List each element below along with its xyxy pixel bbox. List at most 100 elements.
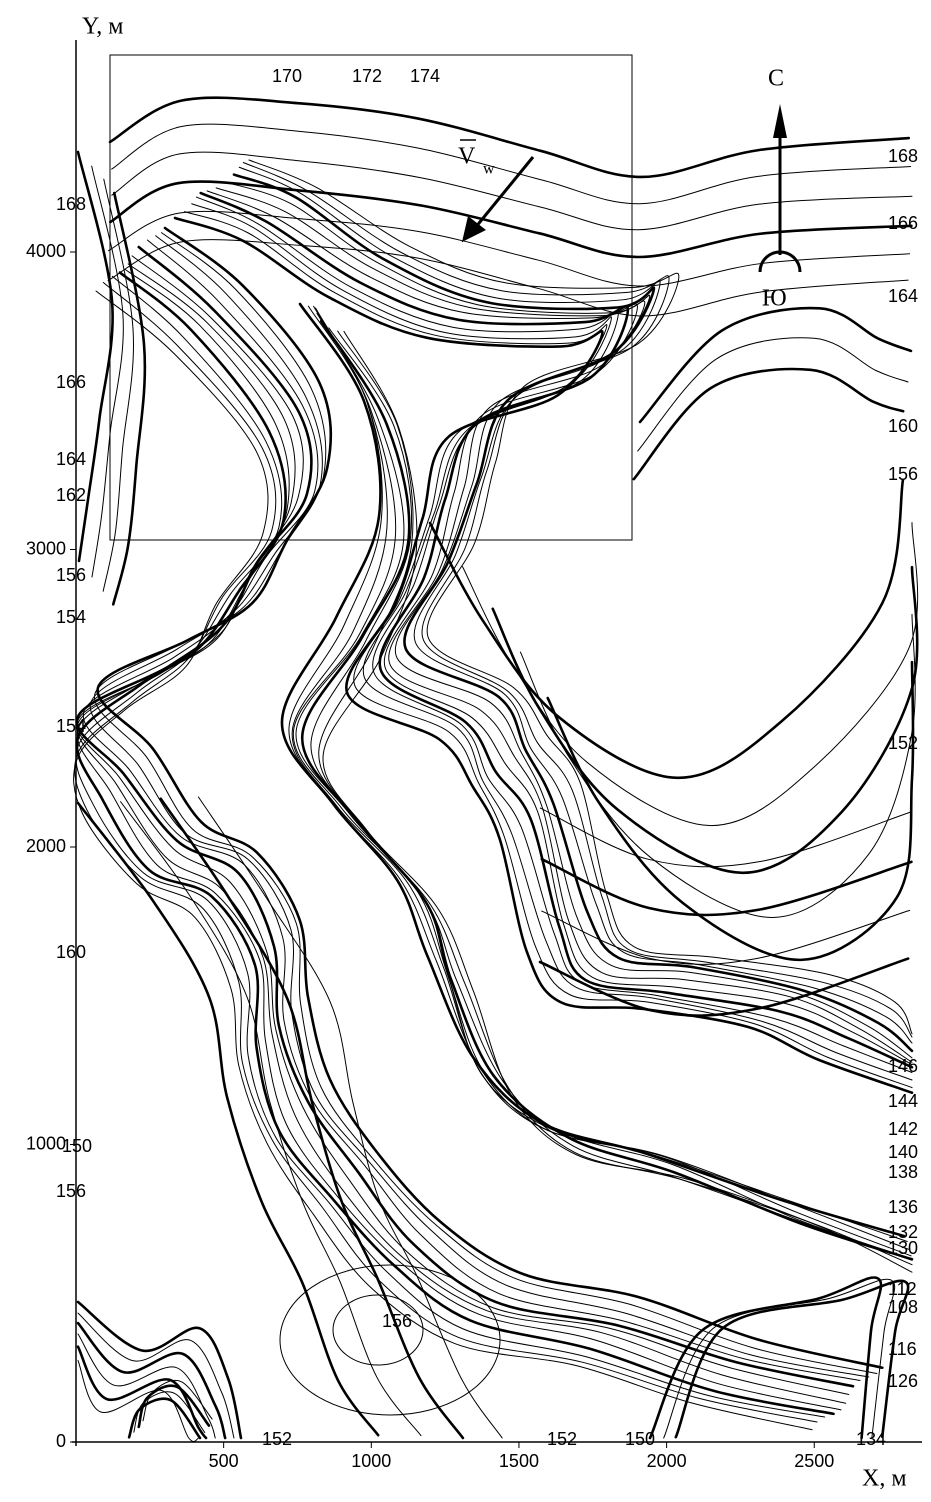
contour-line: [77, 1333, 216, 1439]
contour-line: [76, 1345, 208, 1440]
compass: С Ю: [758, 66, 802, 312]
contour-line: [206, 190, 913, 1066]
contour-line: [75, 275, 826, 1418]
contour-line: [462, 522, 919, 827]
x-axis-label: X, м: [862, 1466, 907, 1492]
contour-label: 152: [262, 1429, 292, 1449]
contour-line: [75, 245, 855, 1388]
contour-line: [637, 337, 909, 452]
contour-line: [648, 1276, 883, 1440]
contour-line: [288, 305, 908, 1242]
contour-line: [322, 330, 913, 1273]
contour-line: [232, 173, 914, 1053]
compass-north: С: [768, 66, 784, 92]
contour-label: 132: [888, 1222, 918, 1242]
contour-line: [279, 1264, 501, 1416]
contour-line: [293, 307, 912, 1257]
y-axis-label: Y, м: [82, 14, 123, 40]
contour-line: [318, 330, 913, 1266]
y-tick-label: 1000: [26, 1133, 66, 1153]
wind-subscript: w: [483, 161, 495, 178]
contour-labels: 170 172 174 168 166 164 160 156 152 146 …: [56, 66, 918, 1449]
contour-line: [291, 305, 909, 1250]
contour-line: [127, 1397, 202, 1440]
contour-line: [111, 123, 912, 205]
contour-label: 138: [888, 1162, 918, 1182]
contour-line: [300, 319, 914, 1261]
x-tick-label: 2000: [647, 1451, 687, 1471]
contour-line: [76, 268, 842, 1411]
contour-line: [111, 151, 913, 231]
contour-label: 134: [856, 1429, 886, 1449]
contour-label: 154: [56, 607, 86, 627]
contour-line: [76, 801, 380, 1437]
contour-label: 156: [56, 565, 86, 585]
contour-label: 126: [888, 1371, 918, 1391]
contour-label: 130: [888, 1238, 918, 1258]
contour-line: [295, 312, 913, 1260]
contour-line: [632, 367, 905, 481]
contour-label: 156: [382, 1311, 412, 1331]
contour-line: [539, 807, 913, 868]
contour-line: [75, 271, 835, 1416]
contour-line: [108, 96, 911, 179]
contour-label: 150: [625, 1429, 655, 1449]
contour-line: [137, 1384, 211, 1429]
contour-label: 140: [888, 1142, 918, 1162]
contour-line: [76, 150, 114, 563]
contour-label: 152: [888, 733, 918, 753]
contour-line: [538, 957, 910, 1017]
contour-label: 152: [547, 1429, 577, 1449]
contour-line: [142, 1380, 213, 1422]
contour-label: 172: [352, 66, 382, 86]
y-tick-label: 3000: [26, 538, 66, 558]
contour-line: [82, 239, 861, 1381]
contour-line: [280, 302, 906, 1238]
contour-label: 136: [888, 1197, 918, 1217]
contour-label: 156: [888, 464, 918, 484]
contour-line: [428, 478, 905, 780]
x-tick-label: 500: [209, 1451, 239, 1471]
contour-line: [195, 196, 913, 1073]
contour-line: [91, 165, 124, 578]
contour-line: [74, 281, 818, 1423]
study-area-frame: [109, 54, 633, 541]
x-tick-label: 1000: [351, 1451, 391, 1471]
y-tick-label: 4000: [26, 241, 66, 261]
contour-line: [89, 235, 870, 1378]
contour-line: [107, 210, 911, 287]
contour-line: [541, 909, 911, 965]
contour-line: [133, 1391, 206, 1434]
contour-line: [238, 166, 913, 1044]
y-tick-label: 2000: [26, 836, 66, 856]
wind-symbol: V: [458, 144, 476, 170]
contour-label: 168: [888, 146, 918, 166]
contour-label: 150: [62, 1136, 92, 1156]
contour-line: [159, 797, 465, 1440]
contour-label: 160: [56, 942, 86, 962]
y-tick-label: 0: [56, 1431, 66, 1451]
contour-line: [76, 255, 850, 1396]
contour-label: 166: [888, 213, 918, 233]
contour-label: 144: [888, 1091, 918, 1111]
contour-line: [225, 181, 913, 1059]
contour-line: [173, 216, 914, 1095]
contour-line: [332, 1294, 424, 1366]
contour-label: 160: [888, 416, 918, 436]
contour-line: [77, 1312, 235, 1439]
contour-line: [108, 180, 913, 259]
contour-label: 164: [56, 449, 86, 469]
compass-south: Ю: [762, 286, 787, 312]
contour-line: [242, 161, 913, 1038]
x-tick-label: 1500: [499, 1451, 539, 1471]
contour-label: 166: [56, 372, 86, 392]
contour-label: 154: [56, 716, 86, 736]
x-tick-label: 2500: [794, 1451, 834, 1471]
contour-label: 162: [56, 485, 86, 505]
contour-label: 170: [272, 66, 302, 86]
wind-vector: V w: [458, 139, 535, 243]
contour-line: [663, 1278, 896, 1439]
contour-line: [76, 1300, 243, 1440]
contour-line: [111, 191, 147, 606]
